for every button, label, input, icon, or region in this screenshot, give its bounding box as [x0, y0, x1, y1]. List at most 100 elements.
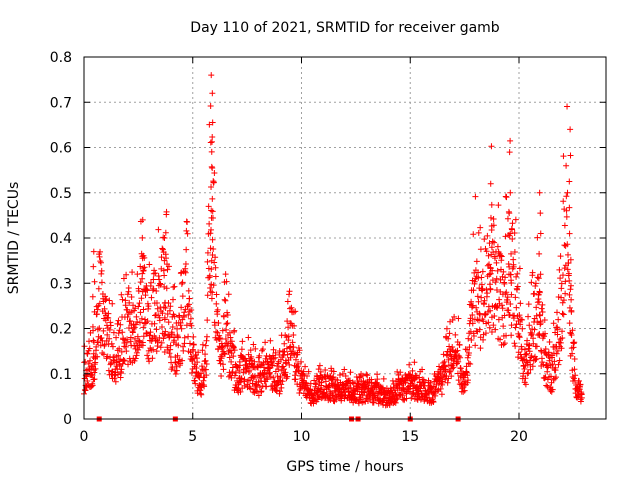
data-point	[270, 355, 277, 362]
data-point	[283, 360, 290, 367]
data-point	[487, 307, 494, 314]
data-point	[169, 331, 176, 338]
data-point	[557, 253, 564, 260]
data-point	[213, 291, 220, 298]
data-point	[305, 368, 312, 375]
data-point	[472, 342, 479, 349]
data-point	[504, 215, 511, 222]
data-point	[134, 318, 141, 325]
data-point	[153, 287, 160, 294]
data-point	[528, 279, 535, 286]
data-point	[98, 279, 105, 286]
data-point	[133, 349, 140, 356]
data-point	[114, 371, 121, 378]
data-point	[523, 350, 530, 357]
data-point	[495, 316, 502, 323]
data-point	[207, 245, 214, 252]
data-point	[481, 297, 488, 304]
data-point	[406, 361, 413, 368]
data-point	[485, 319, 492, 326]
data-point	[192, 380, 199, 387]
data-point	[561, 222, 568, 229]
data-point	[211, 169, 218, 176]
data-point	[203, 361, 210, 368]
data-point	[157, 281, 164, 288]
data-point	[207, 103, 214, 110]
data-point	[563, 213, 570, 220]
data-point	[208, 257, 215, 264]
data-point	[342, 372, 349, 379]
chart-title: Day 110 of 2021, SRMTID for receiver gam…	[190, 20, 500, 36]
data-point	[163, 208, 170, 215]
data-point	[569, 327, 576, 334]
data-point	[251, 373, 258, 380]
data-point	[292, 356, 299, 363]
data-point	[220, 366, 227, 373]
data-point	[283, 345, 290, 352]
data-point	[212, 264, 219, 271]
data-point	[457, 354, 464, 361]
data-point	[505, 307, 512, 314]
data-point	[233, 363, 240, 370]
data-point	[364, 372, 371, 379]
data-point	[451, 313, 458, 320]
data-point	[118, 291, 125, 298]
data-point	[267, 337, 274, 344]
data-point	[536, 189, 543, 196]
data-point	[276, 347, 283, 354]
data-point	[532, 283, 539, 290]
data-point	[539, 301, 546, 308]
data-point	[94, 326, 101, 333]
data-point	[187, 315, 194, 322]
data-point	[370, 399, 377, 406]
data-point	[567, 126, 574, 133]
data-point	[461, 378, 468, 385]
data-point	[501, 340, 508, 347]
data-point	[255, 392, 262, 399]
data-point	[510, 263, 517, 270]
data-point	[454, 347, 461, 354]
data-point	[264, 375, 271, 382]
data-point	[183, 227, 190, 234]
data-point	[525, 313, 532, 320]
data-point	[157, 344, 164, 351]
y-tick-label: 0.6	[50, 141, 72, 157]
data-point	[572, 372, 579, 379]
data-point	[318, 379, 325, 386]
data-point	[375, 400, 382, 407]
data-point	[238, 346, 245, 353]
data-point	[559, 328, 566, 335]
data-point	[93, 343, 100, 350]
data-point	[561, 265, 568, 272]
data-point	[500, 341, 507, 348]
data-point	[292, 376, 299, 383]
data-point	[498, 253, 505, 260]
data-point	[100, 351, 107, 358]
y-tick-label: 0.8	[50, 50, 72, 66]
data-point	[132, 355, 139, 362]
data-point	[316, 362, 323, 369]
data-point	[178, 304, 185, 311]
data-point	[488, 328, 495, 335]
data-point	[519, 325, 526, 332]
data-point	[203, 366, 210, 373]
data-point	[478, 274, 485, 281]
data-point	[208, 148, 215, 155]
data-point	[213, 328, 220, 335]
data-point	[285, 333, 292, 340]
data-point	[578, 394, 585, 401]
data-point	[481, 236, 488, 243]
data-point	[129, 329, 136, 336]
data-point	[121, 357, 128, 364]
data-point	[113, 334, 120, 341]
data-point	[545, 349, 552, 356]
data-point	[163, 285, 170, 292]
data-point	[467, 361, 474, 368]
data-point	[470, 231, 477, 238]
data-point	[566, 178, 573, 185]
data-point	[509, 235, 516, 242]
data-point	[258, 388, 265, 395]
data-point	[549, 386, 556, 393]
data-point	[213, 300, 220, 307]
data-point	[285, 324, 292, 331]
